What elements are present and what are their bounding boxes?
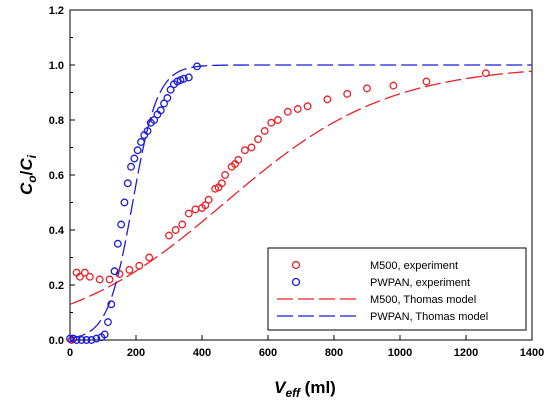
legend-label-m500-experiment: M500, experiment bbox=[370, 260, 458, 272]
point-series-1-15 bbox=[123, 179, 132, 188]
point-series-0-8 bbox=[125, 265, 134, 274]
point-series-1-28 bbox=[166, 85, 175, 94]
legend-item-pwpan-experiment: PWPAN, experiment bbox=[291, 277, 470, 289]
point-series-0-18 bbox=[204, 195, 213, 204]
y-axis-title: Co/Ci bbox=[17, 154, 39, 195]
legend-label-pwpan-experiment: PWPAN, experiment bbox=[370, 277, 470, 289]
point-series-1-13 bbox=[117, 220, 126, 229]
legend-label-m500-thomas: M500, Thomas model bbox=[370, 294, 476, 306]
x-tick-label-2: 400 bbox=[193, 347, 211, 359]
point-series-1-26 bbox=[160, 99, 168, 108]
point-series-1-14 bbox=[120, 198, 129, 207]
point-series-0-30 bbox=[267, 118, 276, 127]
y-tick-label-6: 1.2 bbox=[49, 5, 64, 17]
curve-series-2 bbox=[69, 70, 533, 305]
point-series-1-19 bbox=[136, 138, 145, 146]
point-series-0-36 bbox=[343, 89, 352, 98]
point-series-1-23 bbox=[150, 116, 159, 124]
x-tick-label-5: 1000 bbox=[388, 347, 412, 359]
point-series-1-10 bbox=[107, 300, 116, 309]
point-series-0-33 bbox=[293, 105, 302, 113]
point-series-0-6 bbox=[105, 275, 114, 284]
x-axis-title: Veff (ml) bbox=[274, 378, 336, 400]
point-series-0-32 bbox=[283, 107, 292, 116]
point-series-0-34 bbox=[303, 102, 312, 111]
point-series-1-18 bbox=[133, 146, 142, 155]
model-curves bbox=[69, 64, 533, 339]
legend-label-pwpan-thomas: PWPAN, Thomas model bbox=[370, 311, 488, 323]
curve-series-3 bbox=[69, 64, 532, 339]
point-series-1-11 bbox=[110, 267, 119, 276]
point-series-0-10 bbox=[145, 253, 154, 262]
point-series-0-4 bbox=[85, 272, 94, 281]
point-series-0-13 bbox=[178, 220, 187, 229]
point-series-1-6 bbox=[92, 334, 101, 343]
x-tick-label-1: 200 bbox=[127, 347, 145, 359]
point-series-1-16 bbox=[127, 162, 135, 171]
legend-item-pwpan-thomas: PWPAN, Thomas model bbox=[277, 311, 488, 323]
point-series-1-9 bbox=[103, 318, 112, 327]
legend-marker-pwpan bbox=[291, 277, 301, 287]
x-tick-label-0: 0 bbox=[67, 347, 73, 359]
x-tick-label-4: 800 bbox=[325, 347, 343, 359]
point-series-1-5 bbox=[87, 336, 96, 344]
point-series-1-4 bbox=[82, 336, 91, 344]
point-series-0-21 bbox=[217, 179, 226, 188]
point-series-0-17 bbox=[201, 201, 210, 210]
legend-marker-m500 bbox=[291, 260, 301, 270]
point-series-0-37 bbox=[363, 84, 371, 93]
point-series-1-33 bbox=[184, 73, 193, 82]
point-series-0-2 bbox=[75, 272, 84, 281]
point-series-0-12 bbox=[171, 226, 180, 234]
point-series-1-12 bbox=[113, 239, 122, 248]
y-tick-label-1: 0.2 bbox=[49, 280, 64, 292]
point-series-1-25 bbox=[156, 106, 165, 115]
point-series-1-2 bbox=[72, 336, 81, 344]
point-series-0-14 bbox=[184, 209, 193, 218]
y-tick-label-2: 0.4 bbox=[49, 225, 65, 237]
legend-item-m500-thomas: M500, Thomas model bbox=[277, 294, 476, 306]
point-series-0-5 bbox=[95, 275, 104, 284]
x-tick-label-7: 1400 bbox=[520, 347, 544, 359]
legend-item-m500-experiment: M500, experiment bbox=[291, 260, 458, 272]
x-tick-label-6: 1200 bbox=[454, 347, 478, 359]
point-series-0-3 bbox=[80, 268, 89, 277]
point-series-0-26 bbox=[240, 146, 249, 155]
point-series-1-3 bbox=[77, 336, 86, 344]
point-series-0-22 bbox=[221, 171, 230, 179]
axis-ticks: 0 200 400 600 800 1000 1200 1400 0.0 0.2 0.4 0.6 0.8… bbox=[49, 5, 545, 359]
point-series-0-11 bbox=[165, 231, 173, 240]
point-series-0-27 bbox=[247, 143, 256, 152]
point-series-1-8 bbox=[100, 330, 109, 339]
point-series-0-0 bbox=[67, 336, 76, 344]
point-series-1-32 bbox=[179, 74, 188, 83]
y-tick-label-4: 0.8 bbox=[49, 115, 64, 127]
point-series-0-39 bbox=[422, 77, 431, 86]
point-series-0-38 bbox=[389, 81, 398, 90]
point-series-0-35 bbox=[323, 95, 332, 104]
point-series-1-34 bbox=[193, 62, 201, 71]
legend: M500, experiment PWPAN, experiment M500,… bbox=[267, 247, 527, 331]
y-tick-label-5: 1.0 bbox=[49, 60, 64, 72]
point-series-1-17 bbox=[130, 154, 139, 163]
data-points bbox=[66, 62, 490, 344]
x-tick-label-3: 600 bbox=[259, 347, 277, 359]
point-series-0-9 bbox=[135, 261, 144, 270]
point-series-0-29 bbox=[260, 127, 269, 135]
point-series-1-21 bbox=[143, 127, 152, 135]
point-series-0-28 bbox=[254, 135, 263, 144]
y-tick-label-0: 0.0 bbox=[49, 335, 64, 347]
point-series-0-31 bbox=[273, 116, 282, 124]
y-tick-label-3: 0.6 bbox=[49, 170, 64, 182]
point-series-0-25 bbox=[234, 155, 243, 164]
point-series-0-40 bbox=[481, 69, 490, 78]
point-series-1-27 bbox=[163, 94, 172, 102]
